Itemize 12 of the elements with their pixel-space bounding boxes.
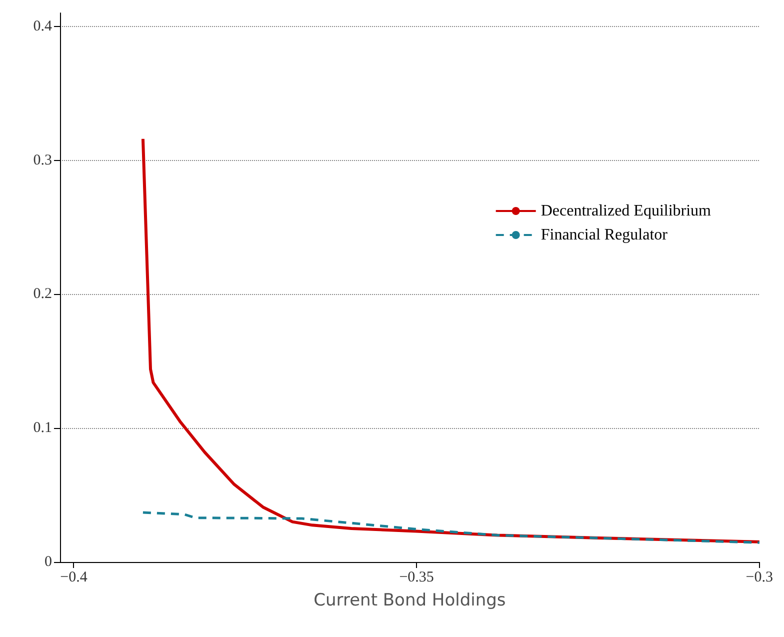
y-tick-label: 0.4 — [33, 18, 52, 34]
y-tick-label: 0.3 — [33, 152, 52, 168]
x-axis-title: Current Bond Holdings — [314, 590, 506, 610]
y-tick-label: 0.1 — [33, 420, 52, 436]
legend-label: Decentralized Equilibrium — [540, 202, 712, 220]
x-tick-label: −0.3 — [746, 570, 774, 586]
y-tick-label: 0 — [44, 554, 52, 570]
line-series — [142, 511, 761, 544]
y-tick-label: 0.2 — [33, 286, 52, 302]
x-tick-label: −0.35 — [399, 570, 434, 586]
x-tick-label: −0.4 — [60, 570, 88, 586]
legend-label: Financial Regulator — [540, 226, 668, 244]
